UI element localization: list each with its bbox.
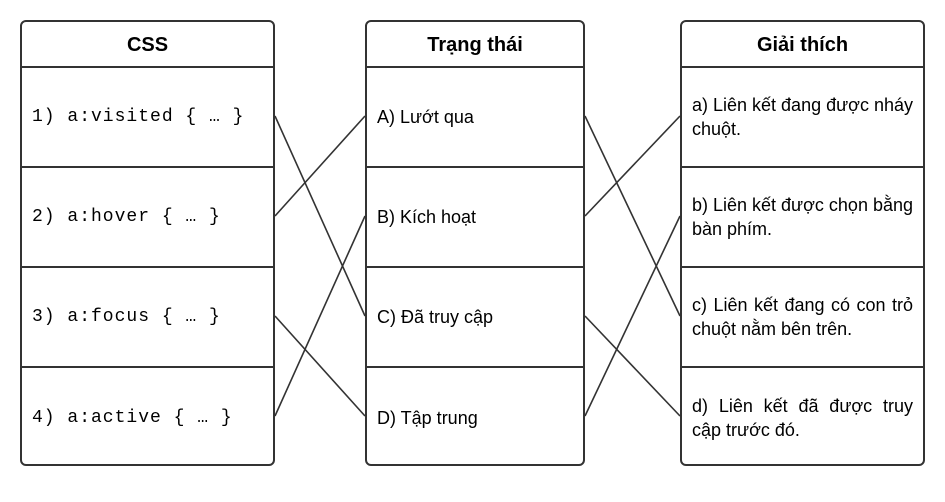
edge-sC-ed — [585, 316, 680, 416]
cell-sA: A) Lướt qua — [367, 68, 583, 168]
column-header-explain: Giải thích — [682, 22, 923, 68]
cell-label: 3) a:focus { … } — [32, 305, 221, 329]
column-css: CSS 1) a:visited { … } 2) a:hover { … } 3) … — [20, 20, 275, 466]
edge-sD-eb — [585, 216, 680, 416]
cell-c1: 1) a:visited { … } — [22, 68, 273, 168]
edge-c2-sA — [275, 116, 365, 216]
cell-ea: a) Liên kết đang được nháy chuột. — [682, 68, 923, 168]
cell-sB: B) Kích hoạt — [367, 168, 583, 268]
column-header-css: CSS — [22, 22, 273, 68]
cell-c2: 2) a:hover { … } — [22, 168, 273, 268]
cell-label: D) Tập trung — [377, 406, 478, 430]
edge-c3-sD — [275, 316, 365, 416]
column-explain: Giải thích a) Liên kết đang được nháy chu… — [680, 20, 925, 466]
cell-label: c) Liên kết đang có con trỏ chuột nằm bê… — [692, 293, 913, 342]
cell-sD: D) Tập trung — [367, 368, 583, 468]
cell-label: b) Liên kết được chọn bằng bàn phím. — [692, 193, 913, 242]
cell-ed: d) Liên kết đã được truy cập trước đó. — [682, 368, 923, 468]
cell-label: C) Đã truy cập — [377, 305, 493, 329]
cell-c3: 3) a:focus { … } — [22, 268, 273, 368]
column-state: Trạng thái A) Lướt qua B) Kích hoạt C) Đã t… — [365, 20, 585, 466]
cell-label: 1) a:visited { … } — [32, 105, 244, 129]
cell-label: 4) a:active { … } — [32, 406, 233, 430]
cell-label: a) Liên kết đang được nháy chuột. — [692, 93, 913, 142]
edge-c4-sB — [275, 216, 365, 416]
cell-label: d) Liên kết đã được truy cập trước đó. — [692, 394, 913, 443]
cell-label: 2) a:hover { … } — [32, 205, 221, 229]
column-header-state: Trạng thái — [367, 22, 583, 68]
edge-sA-ec — [585, 116, 680, 316]
cell-c4: 4) a:active { … } — [22, 368, 273, 468]
cell-sC: C) Đã truy cập — [367, 268, 583, 368]
cell-label: A) Lướt qua — [377, 105, 474, 129]
edge-sB-ea — [585, 116, 680, 216]
cell-eb: b) Liên kết được chọn bằng bàn phím. — [682, 168, 923, 268]
edge-c1-sC — [275, 116, 365, 316]
cell-label: B) Kích hoạt — [377, 205, 476, 229]
cell-ec: c) Liên kết đang có con trỏ chuột nằm bê… — [682, 268, 923, 368]
